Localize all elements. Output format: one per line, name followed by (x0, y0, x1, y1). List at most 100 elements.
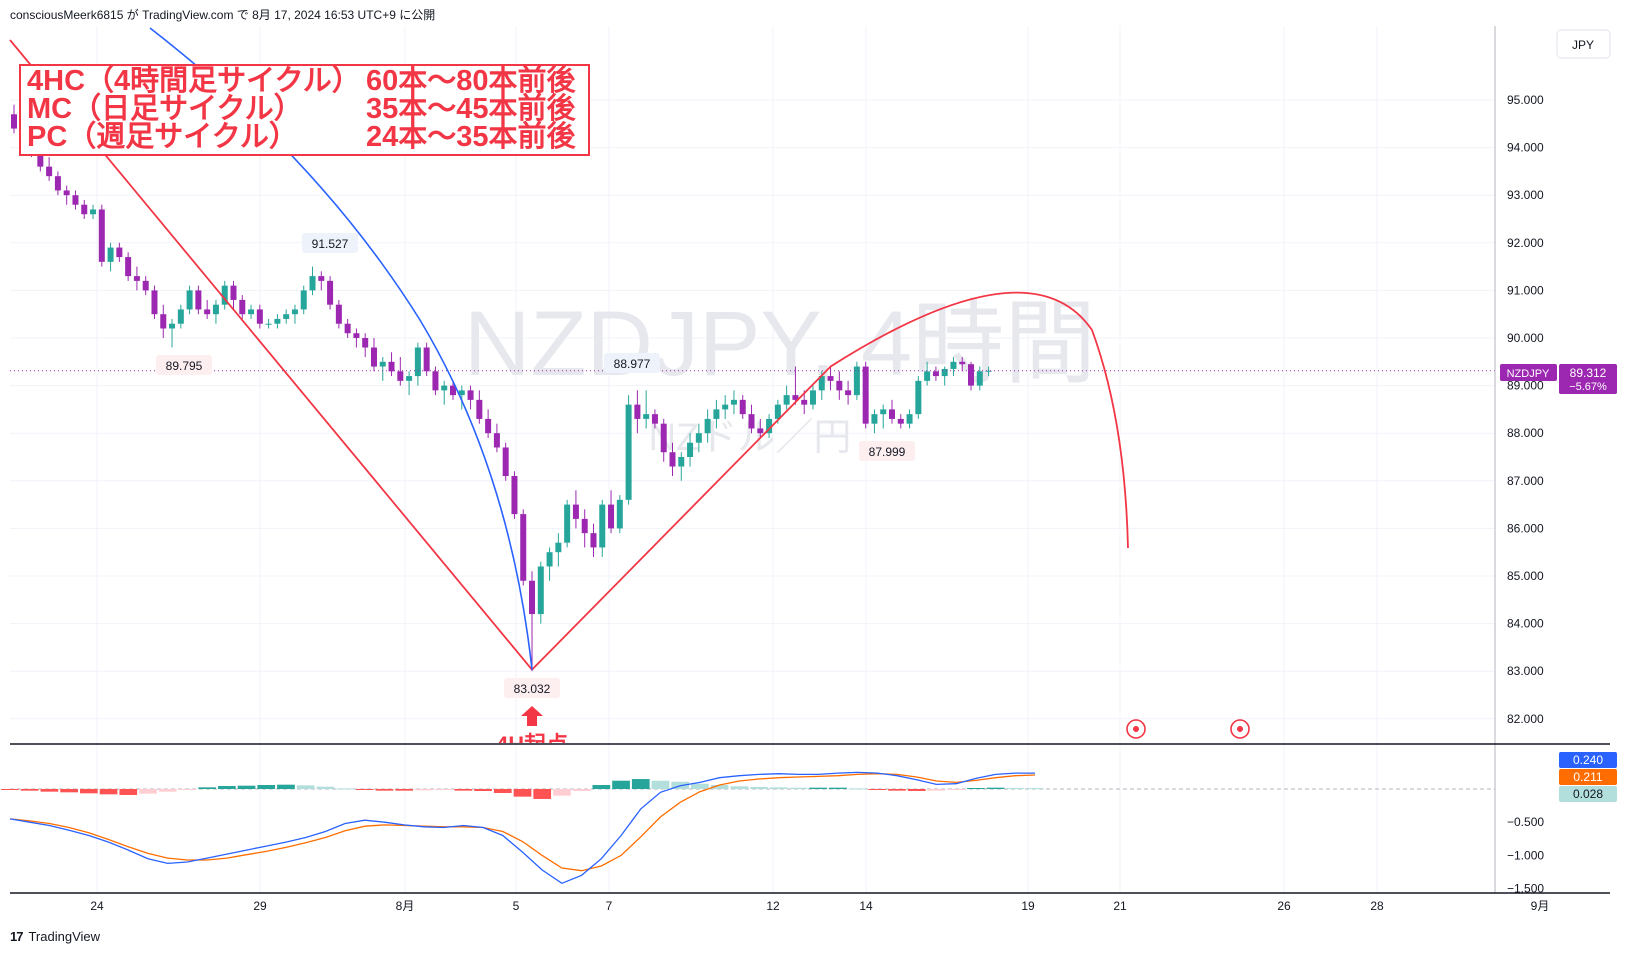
macd-hist-bar (868, 789, 887, 790)
macd-hist-bar (237, 785, 256, 789)
x-tick-label: 21 (1113, 899, 1127, 913)
macd-hist-bar (355, 789, 374, 790)
macd-hist-bar (592, 785, 611, 789)
candle-body (177, 309, 184, 324)
candle-body (458, 390, 465, 396)
y-tick-label: 90.000 (1507, 331, 1544, 345)
candle-body (291, 309, 298, 315)
candle-body (985, 370, 992, 372)
x-tick-label: 14 (859, 899, 873, 913)
y-tick-label: 83.000 (1507, 664, 1544, 678)
candle-body (11, 114, 17, 129)
candle-body (388, 361, 395, 372)
candle-body (634, 404, 641, 419)
candle-body (818, 376, 825, 391)
candle-body (204, 309, 211, 315)
candle-body (889, 409, 895, 419)
candle-body (704, 418, 711, 434)
macd-value-badge-bg (1559, 752, 1617, 768)
candle-body (511, 476, 518, 515)
macd-hist-bar (139, 789, 157, 794)
candle-body (669, 452, 676, 467)
tradingview-logo[interactable]: 17 TradingView (10, 929, 100, 944)
macd-hist-bar (277, 784, 295, 789)
candle-body (327, 280, 334, 305)
y-tick-label: 91.000 (1507, 283, 1544, 297)
candle-body (730, 399, 737, 405)
candle-body (739, 399, 746, 415)
macd-hist-bar (513, 789, 532, 797)
candle-body (151, 290, 158, 315)
candle-body (722, 404, 729, 410)
candle-body (897, 418, 904, 424)
candle-body (520, 514, 527, 581)
publish-header: consciousMeerk6815 が TradingView.com で 8… (10, 8, 436, 22)
x-tick-label: 26 (1277, 899, 1291, 913)
candle-body (766, 418, 773, 434)
price-labels: 91.527 89.795 88.977 87.999 83.032 4H起点 NZDJPY… (156, 233, 1617, 802)
candle-body (353, 333, 360, 338)
label-high1-bg (302, 233, 358, 253)
candle-body (450, 385, 456, 396)
candle-body (397, 371, 404, 381)
label-low2-bg (859, 441, 915, 461)
cycle-marker-dot (1237, 726, 1243, 732)
candle-body (590, 533, 597, 548)
macd-hist-bar (1006, 788, 1025, 790)
macd-hist-bar (20, 789, 39, 791)
y-tick-label: 93.000 (1507, 188, 1544, 202)
y-tick-label: 89.000 (1507, 379, 1544, 393)
macd-hist-bar (217, 786, 236, 789)
macd-hist-bar (1026, 788, 1044, 790)
hist-value-badge: 0.028 (1573, 787, 1603, 801)
candle-body (265, 323, 272, 325)
candle-body (414, 347, 421, 377)
candle-body (467, 390, 474, 400)
macd-hist-bar (198, 787, 216, 789)
candle-body (432, 371, 439, 391)
annotation-value-mc: 35本〜45本前後 (366, 93, 576, 125)
macd-hist-bar (907, 789, 926, 791)
symbol-badge (1500, 364, 1557, 381)
label-bottom-bg (504, 678, 561, 698)
y-tick-label: 82.000 (1507, 712, 1544, 726)
annotation-row-4hc: 4HC（4時間足サイクル） (27, 65, 361, 97)
annotation-row-mc: MC（日足サイクル） (27, 93, 303, 125)
candle-body (713, 409, 720, 419)
candle-body (133, 276, 140, 281)
candle-body (801, 399, 808, 405)
macd-hist-bar (158, 789, 177, 792)
candle-body (98, 209, 105, 262)
candle-body (687, 442, 694, 457)
candle-body (968, 364, 975, 386)
macd-tick-label: −1.500 (1507, 882, 1544, 896)
macd-hist-bar (809, 787, 828, 789)
macd-hist-bar (829, 787, 847, 789)
candle-body (502, 447, 509, 477)
candle-body (160, 314, 167, 329)
macd-hist-bar (631, 779, 650, 789)
x-tick-label: 24 (90, 899, 104, 913)
macd-hist-bar (60, 789, 78, 793)
annotation-value-pc: 24本〜35本前後 (366, 121, 576, 153)
macd-hist-bar (967, 788, 985, 790)
macd-value-badge: 0.240 (1573, 753, 1603, 767)
candle-body (125, 257, 132, 277)
candle-body (651, 414, 658, 424)
annotation-value-4hc: 60本〜80本前後 (366, 65, 576, 97)
bottom-arrow-icon (521, 706, 544, 726)
symbol-badge-text: NZDJPY (1507, 368, 1550, 380)
macd-hist-bar (533, 789, 552, 799)
candle-body (300, 290, 307, 310)
macd-hist-bar (612, 780, 630, 789)
macd-hist-bar (986, 787, 1005, 789)
macd-hist-bar (316, 786, 335, 789)
y-tick-label: 86.000 (1507, 521, 1544, 535)
macd-hist-bar (572, 789, 591, 791)
macd-signal-line (9, 773, 1036, 872)
candle-body (493, 433, 500, 448)
candle-body (46, 166, 53, 177)
candle-body (318, 276, 325, 281)
candle-body (757, 428, 764, 434)
macd-hist-bar (79, 789, 98, 794)
